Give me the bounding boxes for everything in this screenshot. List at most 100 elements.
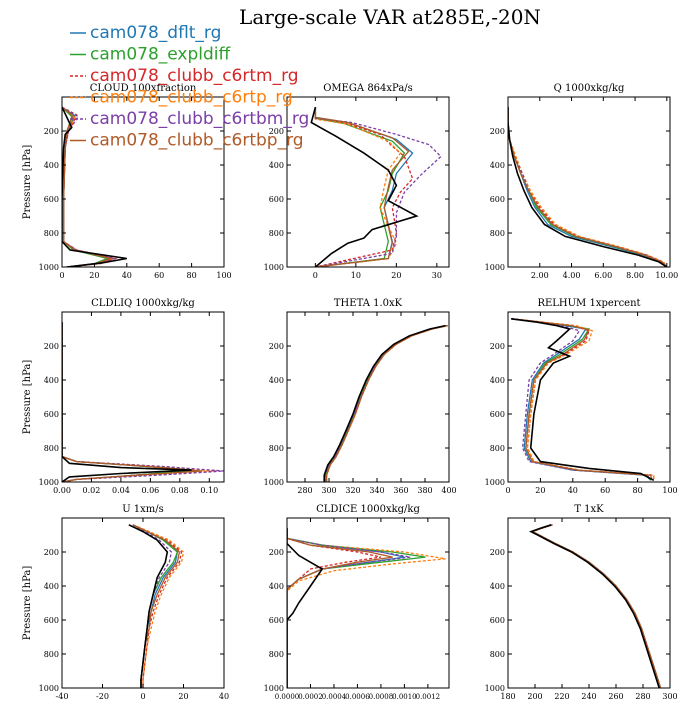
series-group [508, 107, 668, 267]
series-line [511, 318, 655, 481]
series-line [511, 318, 652, 481]
y-tick-label: 400 [490, 376, 505, 385]
y-tick-label: 200 [269, 548, 284, 557]
y-tick-label: 200 [44, 127, 59, 136]
x-tick-label: -40 [56, 692, 69, 700]
x-tick-label: 20 [89, 271, 99, 280]
series-line [128, 524, 169, 688]
x-tick-label: 280 [297, 486, 312, 495]
plot-frame [286, 311, 450, 483]
series-line [530, 524, 662, 688]
x-tick-label: -20 [96, 692, 109, 700]
series-line [132, 524, 173, 688]
series-line [314, 107, 410, 267]
x-tick-label: 180 [500, 692, 515, 700]
series-line [530, 524, 662, 688]
series-line [314, 107, 402, 267]
y-tick-label: 200 [490, 548, 505, 557]
x-tick-label: 0.04 [112, 486, 130, 495]
series-line [287, 528, 405, 688]
legend-entry: cam078_clubb_c6rtm_rg [70, 66, 299, 86]
legend-label: cam078_expldiff [90, 45, 232, 65]
legend-entry: cam078_clubb_c6rtbm_rg [70, 109, 309, 129]
x-tick-label: 8.00 [626, 271, 644, 280]
series-line [325, 324, 448, 482]
y-tick-label: 1000 [485, 263, 505, 272]
series-line [287, 528, 324, 688]
x-tick-label: 80 [633, 486, 643, 495]
y-tick-label: 600 [490, 410, 505, 419]
y-tick-label: 600 [269, 410, 284, 419]
legend-entry: cam078_clubb_c6rtbp_rg [70, 131, 304, 151]
series-line [324, 324, 447, 482]
series-line [132, 524, 181, 688]
plot-frame [61, 311, 225, 483]
x-tick-label: 300 [662, 692, 677, 700]
y-tick-label: 1000 [39, 684, 59, 693]
y-tick-label: 400 [269, 376, 284, 385]
series-line [314, 107, 406, 267]
y-tick-label: 400 [269, 161, 284, 170]
y-tick-label: 200 [490, 127, 505, 136]
series-line [62, 322, 195, 482]
plot-frame [507, 96, 671, 268]
x-tick-label: 340 [369, 486, 384, 495]
y-axis-label: Pressure [hPa] [22, 145, 33, 220]
series-line [62, 322, 195, 482]
y-tick-label: 800 [44, 444, 59, 453]
y-tick-label: 800 [490, 229, 505, 238]
x-tick-label: 100 [662, 486, 677, 495]
x-tick-label: 0.0002 [298, 693, 323, 700]
y-axis-label: Pressure [hPa] [22, 360, 33, 435]
x-tick-label: 6.00 [594, 271, 612, 280]
series-line [62, 322, 202, 482]
series-group [287, 528, 446, 688]
x-tick-label: 4.00 [563, 271, 581, 280]
series-group [528, 524, 662, 688]
legend-entry: cam078_dflt_rg [70, 23, 221, 43]
series-line [287, 528, 446, 688]
series-group [310, 106, 442, 267]
series-line [511, 318, 653, 481]
y-tick-label: 400 [44, 376, 59, 385]
series-line [324, 324, 447, 482]
y-tick-label: 400 [490, 161, 505, 170]
y-tick-label: 1000 [485, 684, 505, 693]
x-tick-label: 30 [432, 271, 442, 280]
x-tick-label: 20 [178, 692, 188, 700]
plot-frame [507, 311, 671, 483]
x-tick-label: 80 [187, 271, 197, 280]
panel-title: CLOUD 100xfraction [90, 83, 197, 94]
series-group [323, 324, 448, 482]
series-group [128, 524, 185, 688]
series-line [62, 322, 224, 482]
panel-8: CLDICE 1000xkg/kg20040060080010000.00000… [264, 504, 450, 701]
legend-label: cam078_clubb_c6rtm_rg [90, 66, 299, 86]
panel-4: CLDLIQ 1000xkg/kg Pressure [hPa] 200 400 600… [22, 298, 225, 495]
series-line [287, 528, 393, 688]
plot-frame [61, 96, 225, 268]
y-tick-label: 200 [269, 127, 284, 136]
y-tick-label: 400 [44, 582, 59, 591]
panel-title: T 1xK [574, 504, 604, 515]
figure-title: Large-scale VAR at285E,-20N [239, 5, 541, 29]
series-group [62, 322, 224, 482]
plot-frame [286, 96, 450, 268]
series-line [530, 524, 662, 688]
x-tick-label: 10.00 [655, 271, 678, 280]
x-tick-label: 0 [140, 692, 145, 700]
x-tick-label: 360 [393, 486, 408, 495]
y-tick-label: 600 [490, 616, 505, 625]
x-tick-label: 200 [527, 692, 542, 700]
y-tick-label: 600 [269, 616, 284, 625]
panel-title: OMEGA 864xPa/s [323, 83, 413, 94]
x-tick-label: 60 [154, 271, 164, 280]
x-tick-label: 10 [351, 271, 361, 280]
x-tick-label: 220 [554, 692, 569, 700]
y-tick-label: 400 [490, 582, 505, 591]
